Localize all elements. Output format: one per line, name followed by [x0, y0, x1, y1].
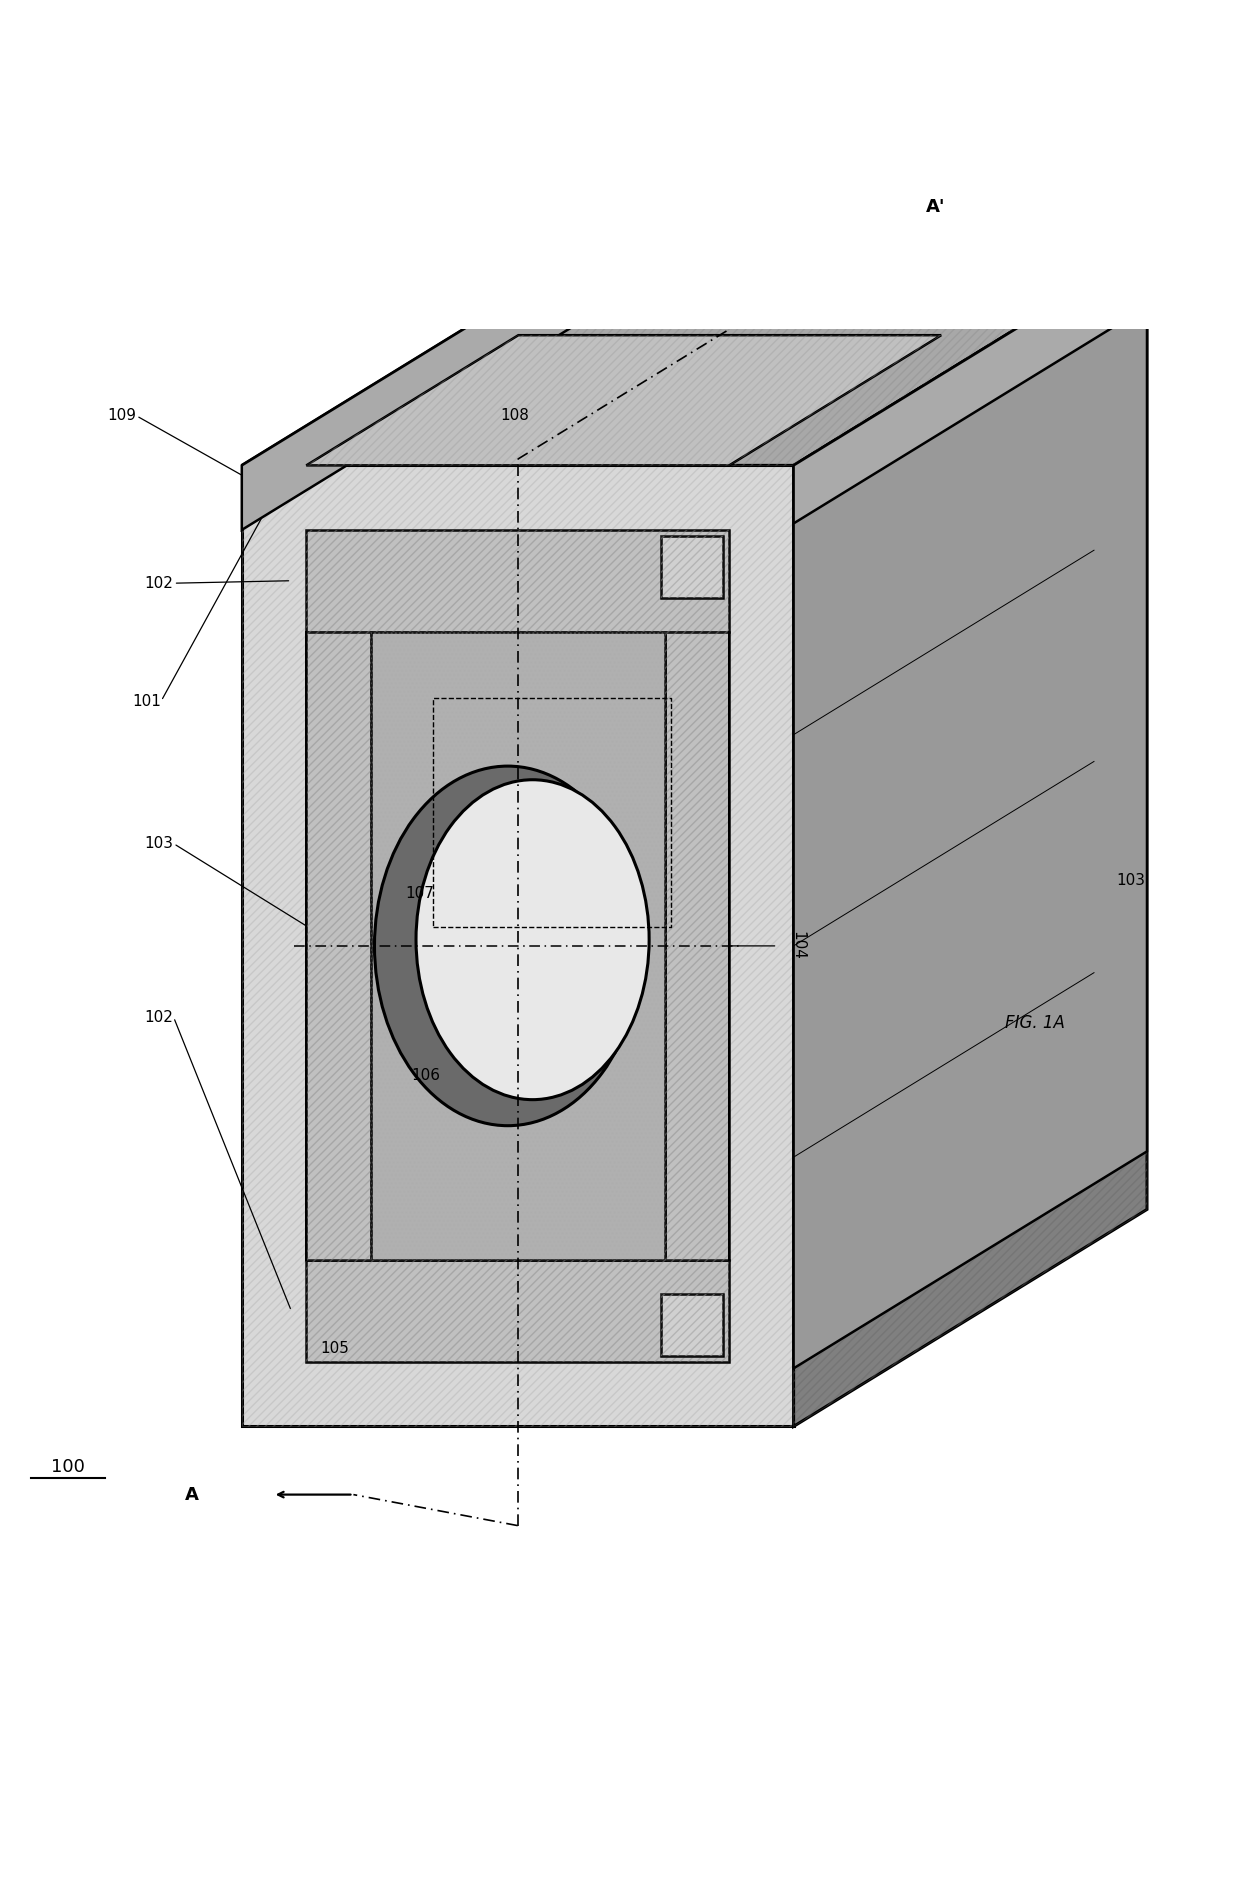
Polygon shape — [371, 632, 665, 1260]
Text: 104: 104 — [790, 932, 805, 960]
Text: 108: 108 — [500, 408, 529, 423]
Text: 101: 101 — [133, 693, 161, 708]
Text: 100: 100 — [51, 1458, 86, 1477]
Polygon shape — [306, 336, 941, 465]
Text: A': A' — [926, 197, 946, 216]
Text: 102: 102 — [145, 575, 174, 590]
Polygon shape — [242, 465, 794, 1427]
Polygon shape — [794, 249, 1147, 530]
Polygon shape — [794, 306, 1147, 1368]
Text: 109: 109 — [108, 408, 136, 423]
Text: 103: 103 — [145, 837, 174, 850]
Polygon shape — [306, 1260, 729, 1363]
Ellipse shape — [374, 767, 641, 1126]
Text: 107: 107 — [405, 886, 434, 902]
Text: 106: 106 — [412, 1069, 440, 1084]
Polygon shape — [306, 632, 371, 1260]
Polygon shape — [665, 632, 729, 1260]
Text: 102: 102 — [145, 1010, 174, 1025]
Text: FIG. 1A: FIG. 1A — [1006, 1014, 1065, 1033]
Text: 103: 103 — [1116, 873, 1145, 888]
Polygon shape — [242, 249, 595, 530]
Ellipse shape — [417, 780, 650, 1099]
Polygon shape — [661, 535, 723, 598]
Text: 105: 105 — [320, 1340, 350, 1355]
Polygon shape — [306, 530, 729, 632]
Text: A: A — [185, 1486, 200, 1503]
Polygon shape — [661, 1294, 723, 1355]
Polygon shape — [794, 249, 1147, 1427]
Polygon shape — [242, 249, 1147, 465]
